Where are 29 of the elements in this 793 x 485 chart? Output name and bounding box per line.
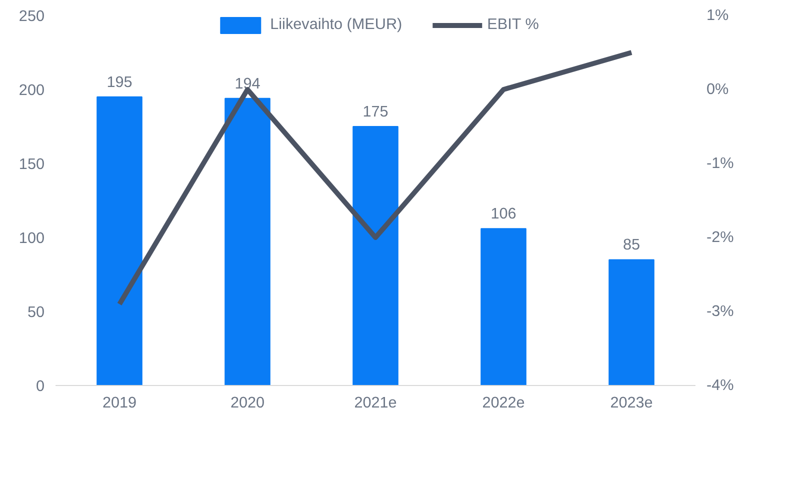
y2-tick-label: 1% <box>706 7 730 24</box>
y-tick-label: 50 <box>27 304 45 321</box>
y2-tick-label: 0% <box>706 81 730 98</box>
y-tick-label: 100 <box>18 230 45 247</box>
data-label: 195 <box>106 74 132 91</box>
bar <box>352 126 398 386</box>
y2-tick-label: -4% <box>706 377 734 394</box>
bar <box>608 259 654 386</box>
y-tick-label: 0 <box>36 378 45 395</box>
data-label: 106 <box>490 206 516 223</box>
bar <box>96 96 142 386</box>
bar <box>480 228 526 386</box>
y-tick-label: 250 <box>18 8 45 25</box>
legend-label: Liikevaihto (MEUR) <box>270 16 402 34</box>
data-label: 85 <box>622 236 640 254</box>
x-tick-label: 2023e <box>610 394 653 412</box>
y2-tick-label: -2% <box>706 229 734 246</box>
bar <box>224 98 270 386</box>
x-tick-label: 2019 <box>102 394 137 412</box>
y2-tick-label: -3% <box>706 303 734 320</box>
legend-label: EBIT % <box>487 16 539 34</box>
x-tick-label: 2021e <box>354 394 397 412</box>
data-label: 194 <box>234 75 261 92</box>
y-tick-label: 200 <box>18 82 45 99</box>
x-tick-label: 2022e <box>482 394 525 412</box>
y-tick-label: 150 <box>18 156 45 173</box>
data-label: 175 <box>362 104 388 120</box>
x-tick-label: 2020 <box>230 394 265 412</box>
y2-tick-label: -1% <box>706 155 734 172</box>
